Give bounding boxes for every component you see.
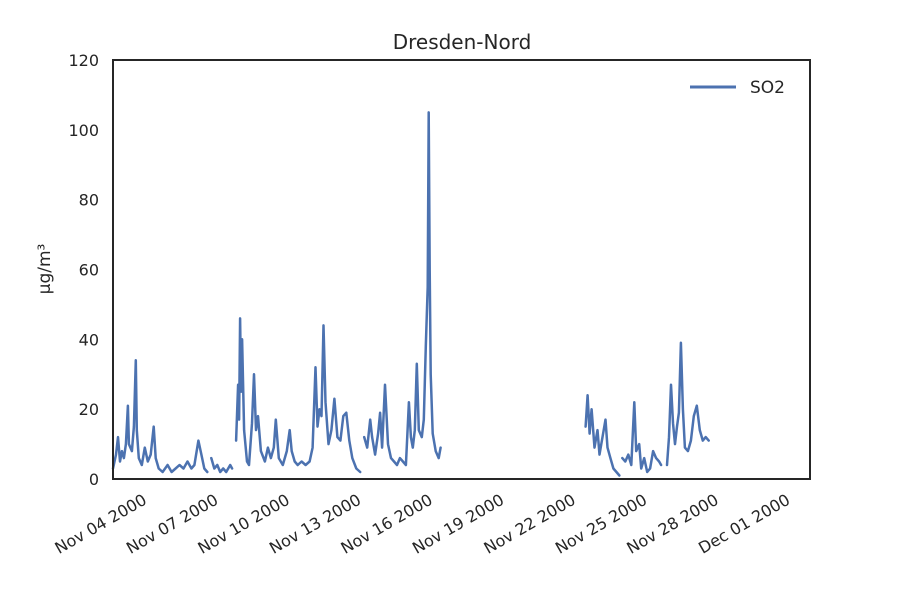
y-tick-label: 60	[79, 261, 99, 280]
legend: SO2	[690, 78, 785, 98]
y-axis-ticks: 0 20 40 60 80 100 120	[68, 51, 99, 489]
y-tick-label: 80	[79, 191, 99, 210]
legend-label-so2: SO2	[750, 78, 785, 98]
series-line-so2-segment	[111, 359, 209, 474]
chart-title: Dresden-Nord	[393, 30, 532, 54]
series-line-so2-segment	[584, 393, 621, 477]
plot-lines	[111, 111, 710, 477]
plot-frame	[112, 59, 811, 480]
series-line-so2-segment	[665, 341, 710, 467]
series-line-so2-segment	[210, 456, 234, 474]
series-line-so2-segment	[621, 400, 663, 474]
y-tick-label: 100	[68, 121, 99, 140]
y-axis-label: µg/m³	[35, 244, 55, 295]
y-tick-label: 120	[68, 51, 99, 70]
y-tick-label: 0	[89, 470, 99, 489]
series-line-so2-segment	[362, 111, 442, 467]
y-tick-label: 20	[79, 400, 99, 419]
y-tick-label: 40	[79, 330, 99, 349]
series-line-so2-segment	[234, 317, 362, 474]
